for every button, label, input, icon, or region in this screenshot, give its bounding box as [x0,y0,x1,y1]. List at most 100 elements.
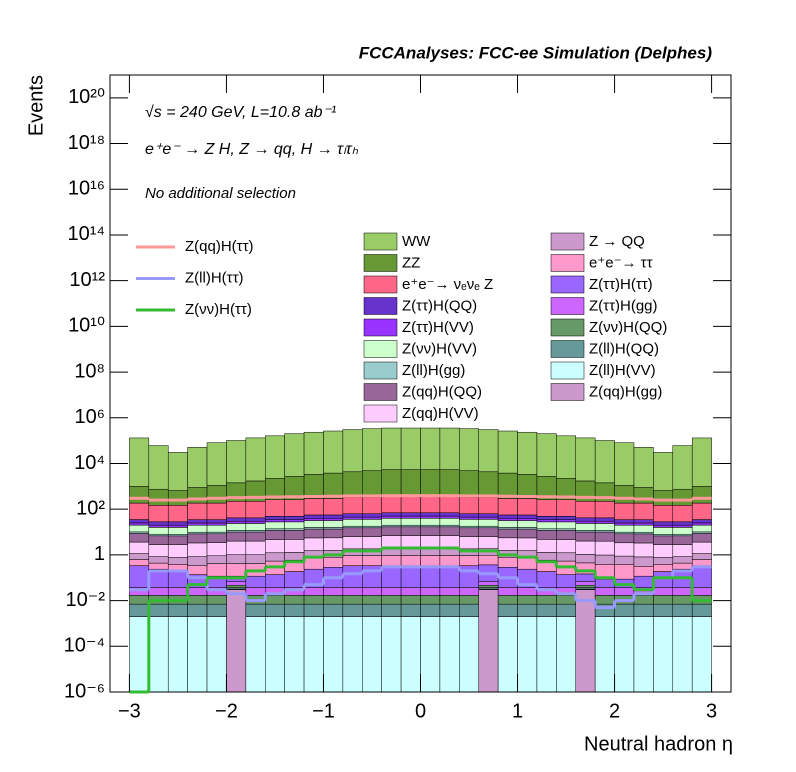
bar [420,565,441,588]
bar [672,562,693,570]
bar [362,587,382,596]
bar [517,595,538,605]
bar [381,535,402,549]
y-tick-label: 10¹² [69,269,105,291]
bar [556,603,576,617]
x-axis-label: Neutral hadron η [584,733,733,755]
bar [381,427,402,470]
bar [187,587,208,596]
bar [303,616,324,693]
bar [517,587,538,596]
bar [187,502,208,520]
bar [129,616,150,693]
bar [303,431,324,475]
bar [129,524,150,533]
bar [691,522,712,526]
bar [129,486,150,504]
bar [303,557,324,570]
legend-swatch [363,383,398,401]
bar [691,553,712,560]
bar [187,542,208,557]
bar [439,495,460,513]
bar [691,437,712,487]
bar [497,557,518,568]
bar [439,603,460,617]
legend-label: Z(ττ)H(VV) [402,319,474,336]
bar [497,520,518,528]
bar [614,564,635,580]
bar [439,512,460,517]
bar [148,488,169,506]
bar [129,522,150,526]
bar [245,501,266,519]
bar [614,502,635,520]
bar [420,587,441,596]
bar [420,427,441,470]
bar [478,527,499,537]
legend-label: Z(qq)H(gg) [589,383,662,400]
bar [517,518,538,521]
y-tick-label: 10¹⁴ [68,223,106,245]
bar [691,587,712,596]
bar [478,513,499,518]
bar [691,524,712,533]
bar [129,553,150,560]
bar [245,616,266,693]
bar [400,495,421,513]
bar [459,595,479,605]
bar [653,603,674,617]
bar [536,571,557,588]
bar [614,587,635,596]
bar [167,535,188,545]
bar [148,616,169,693]
bar [342,516,363,520]
bar [672,616,693,693]
bar [575,437,596,482]
x-tick-label: 0 [415,700,426,722]
bar [497,498,518,516]
bar [497,518,518,521]
bar [478,581,499,586]
legend-label: Z → QQ [589,233,645,250]
bar [633,603,654,617]
bar [575,520,596,524]
bar [265,435,285,479]
bar [672,544,693,557]
bar [672,587,693,596]
bar [478,516,499,520]
bar [517,557,538,570]
bar [517,520,538,528]
bar [284,616,305,693]
bar [517,431,538,475]
bar [187,616,208,693]
bar [381,603,402,617]
bar [245,437,266,482]
bar [517,528,538,539]
bar [575,573,596,582]
bar [653,571,674,588]
bar [129,595,150,605]
bar [420,512,441,517]
bar [284,595,305,605]
bar [459,565,479,588]
bar [206,524,227,533]
bar [594,501,615,519]
bar [556,521,576,530]
x-tick-label: −1 [312,700,335,722]
legend-label: Z(ll)H(ττ) [185,269,244,286]
bar [381,595,402,605]
bar [517,514,538,519]
bar [167,505,188,523]
bar [362,565,382,588]
bar [459,470,479,498]
bar [459,587,479,596]
bar [245,520,266,524]
bar [556,530,576,540]
bar [594,554,615,565]
bar [226,584,247,588]
bar [381,587,402,596]
bar [284,552,305,561]
bar [400,535,421,549]
bar [265,574,285,588]
bar [342,496,363,515]
